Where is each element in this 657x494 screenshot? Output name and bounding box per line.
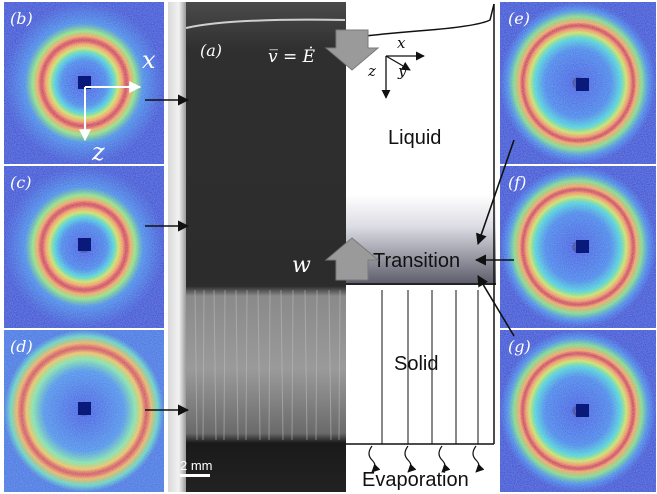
saxs-x-axis-label: x: [142, 46, 156, 74]
panel-c: (c): [4, 166, 164, 328]
region-evaporation-label: Evaporation: [362, 469, 469, 491]
panel-label-a: (a): [200, 41, 222, 60]
panel-g: (g): [500, 330, 656, 492]
panel-label-f: (f): [508, 173, 526, 192]
scale-bar-label: 2 mm: [180, 458, 213, 473]
schematic-x-label: x: [397, 34, 406, 52]
up-front-arrow: [324, 237, 380, 281]
evaporation-arrows: [368, 445, 485, 473]
solid-lines: [381, 290, 479, 444]
right-pointer-arrows: [474, 139, 515, 337]
panel-label-e: (e): [508, 9, 530, 28]
panel-a-photo: (a) 2 mm: [168, 2, 346, 492]
schematic: Liquid Transition Solid Evaporation v̅ =…: [268, 2, 496, 492]
down-flow-arrow: [324, 29, 380, 71]
panel-label-b: (b): [10, 9, 33, 28]
panel-e: (e): [500, 2, 656, 164]
panel-d: (d): [4, 330, 164, 492]
panel-b: (b) x z: [4, 2, 164, 166]
transition-zone: [346, 195, 496, 285]
panel-label-g: (g): [508, 337, 531, 356]
left-pointer-arrows: [145, 94, 190, 416]
region-liquid-label: Liquid: [388, 127, 441, 149]
velocity-equation: v̅ = Ė: [268, 46, 316, 67]
solid-texture: [194, 289, 341, 441]
panel-label-d: (d): [10, 337, 33, 356]
region-transition-label: Transition: [373, 250, 460, 272]
schematic-axes: x y z: [367, 34, 425, 99]
schematic-y-label: y: [397, 62, 407, 80]
schematic-z-label: z: [367, 62, 376, 80]
region-solid-label: Solid: [394, 353, 438, 375]
saxs-z-axis-label: z: [91, 138, 105, 166]
front-velocity-label: w: [292, 253, 311, 278]
scale-bar: [180, 474, 210, 477]
panel-f: (f): [500, 166, 656, 328]
panel-label-c: (c): [10, 173, 31, 192]
